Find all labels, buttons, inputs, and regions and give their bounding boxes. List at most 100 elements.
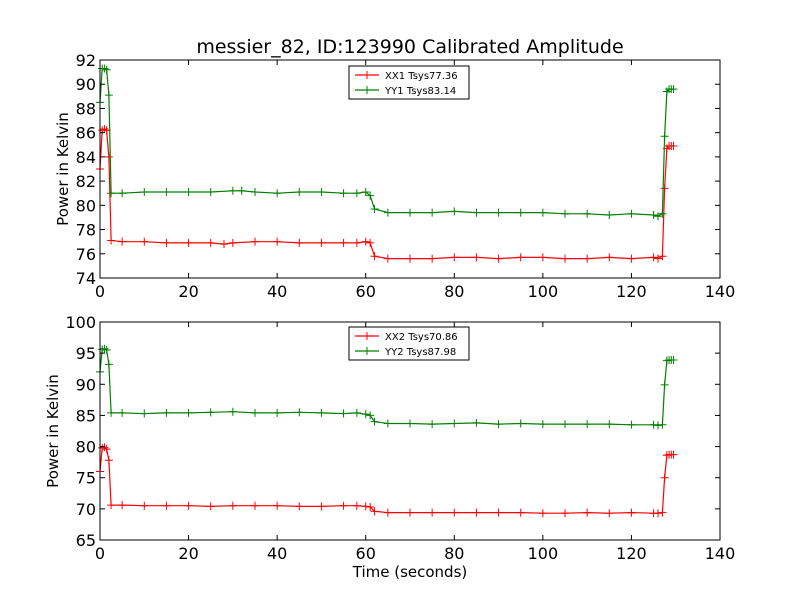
data-point (228, 186, 237, 195)
data-point (649, 211, 658, 220)
data-point (295, 408, 304, 417)
y-tick-label: 80 (76, 196, 96, 215)
data-point (352, 189, 361, 198)
data-point (206, 502, 215, 511)
data-point (228, 238, 237, 247)
data-point (107, 236, 116, 245)
data-point (660, 132, 669, 141)
data-point (406, 254, 414, 263)
data-point (251, 501, 259, 510)
y-tick-label: 95 (76, 344, 96, 363)
x-tick-label: 80 (444, 282, 464, 301)
legend-marker (363, 86, 371, 94)
data-point (627, 209, 636, 218)
data-point (654, 509, 662, 518)
data-point (366, 411, 375, 420)
data-point (361, 188, 370, 197)
legend-label: YY1 Tsys83.14 (384, 86, 456, 97)
data-point (162, 408, 171, 417)
data-point (472, 418, 481, 427)
y-tick-label: 85 (76, 406, 96, 425)
data-point (428, 420, 437, 429)
data-point (162, 188, 171, 197)
data-point (140, 501, 149, 510)
data-point (206, 238, 215, 247)
data-point (450, 253, 459, 262)
y-tick-label: 90 (76, 75, 96, 94)
x-tick-label: 40 (267, 282, 287, 301)
data-point (406, 508, 414, 517)
y-axis-label: Power in Kelvin (54, 112, 72, 226)
data-point (383, 508, 392, 517)
data-point (118, 501, 127, 510)
data-point (669, 450, 678, 459)
x-tick-label: 60 (356, 282, 376, 301)
data-point (251, 188, 259, 197)
data-point (583, 420, 592, 429)
data-point (251, 237, 259, 246)
data-point (370, 252, 379, 261)
legend-marker (363, 332, 371, 340)
data-point (660, 184, 669, 193)
data-point (339, 409, 348, 418)
data-point (627, 508, 636, 517)
x-tick-label: 20 (178, 544, 198, 563)
data-point (361, 410, 370, 419)
data-point (406, 208, 414, 217)
data-point (370, 204, 379, 213)
data-point (472, 208, 481, 217)
data-point (516, 208, 525, 217)
x-tick-label: 40 (267, 544, 287, 563)
data-point (273, 237, 282, 246)
data-point (660, 473, 669, 482)
data-point (352, 501, 361, 510)
y-tick-label: 70 (76, 500, 96, 519)
plot-top: 0 20 40 60 80 100 120 140 74 76 78 80 82 84 86 88 90 92 Po… (54, 51, 735, 301)
data-point (361, 502, 370, 511)
data-point (352, 238, 361, 247)
data-point (220, 240, 228, 249)
data-point (561, 420, 569, 429)
data-point (317, 238, 326, 247)
data-point (162, 501, 171, 510)
data-point (538, 253, 547, 262)
y-tick-label: 65 (76, 531, 96, 550)
data-point (118, 189, 127, 198)
data-point (406, 419, 414, 428)
data-point (658, 209, 667, 218)
legend: XX2 Tsys70.86 YY2 Tsys87.98 (348, 326, 470, 361)
y-axis-label: Power in Kelvin (44, 374, 62, 488)
legend-box (348, 326, 470, 361)
data-point (366, 238, 375, 247)
x-tick-label: 120 (616, 544, 647, 563)
data-point (107, 189, 116, 198)
data-point (494, 208, 503, 217)
data-point (538, 420, 547, 429)
x-tick-label: 140 (705, 544, 736, 563)
legend-marker (363, 71, 371, 79)
data-point (450, 419, 459, 428)
data-point (162, 238, 171, 247)
data-point (383, 419, 392, 428)
data-point (561, 254, 569, 263)
x-tick-label: 80 (444, 544, 464, 563)
data-point (104, 91, 113, 100)
data-point (450, 207, 459, 216)
data-point (383, 254, 392, 263)
data-point (102, 445, 111, 454)
data-point (184, 188, 193, 197)
data-point (383, 208, 392, 217)
data-point (649, 420, 658, 429)
data-point (428, 208, 437, 217)
data-point (583, 254, 592, 263)
data-point (516, 253, 525, 262)
data-point (561, 209, 569, 218)
data-point (295, 188, 304, 197)
data-point (654, 212, 662, 221)
data-point (494, 254, 503, 263)
data-point (352, 408, 361, 417)
legend-box (348, 65, 470, 100)
data-point (184, 408, 193, 417)
legend-label: XX1 Tsys77.36 (385, 71, 458, 82)
data-point (228, 407, 237, 416)
